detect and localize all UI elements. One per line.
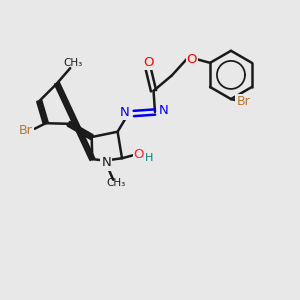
Text: N: N — [120, 106, 130, 118]
Text: CH₃: CH₃ — [63, 58, 82, 68]
Text: O: O — [143, 56, 154, 69]
Text: O: O — [134, 148, 144, 161]
Text: Br: Br — [19, 124, 33, 137]
Text: CH₃: CH₃ — [106, 178, 125, 188]
Text: Br: Br — [236, 95, 250, 108]
Text: N: N — [159, 104, 169, 117]
Text: O: O — [187, 53, 197, 66]
Text: N: N — [101, 157, 111, 169]
Text: H: H — [145, 153, 154, 163]
